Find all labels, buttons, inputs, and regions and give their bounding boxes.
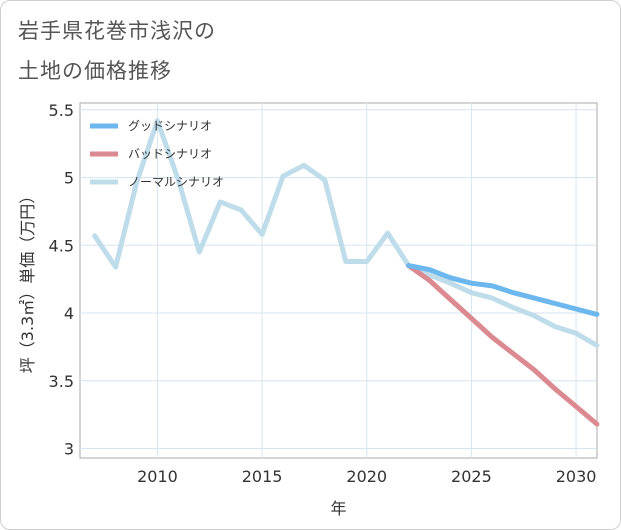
series-lines — [92, 118, 600, 427]
chart-title-line-2: 土地の価格推移 — [18, 59, 172, 83]
series-line-3 — [92, 118, 600, 348]
x-axis-title: 年 — [330, 499, 346, 518]
x-tick-label: 2025 — [451, 467, 492, 486]
y-tick-label: 5.5 — [49, 101, 74, 120]
y-tick-label: 5 — [64, 169, 74, 188]
x-tick-label: 2030 — [556, 467, 597, 486]
y-tick-label: 3.5 — [49, 372, 74, 391]
axis-ticks: 2010 2015 2020 2025 2030 3 3.5 4 4.5 5 5.5 — [49, 101, 597, 486]
legend-label: ノーマルシナリオ — [128, 175, 224, 189]
y-axis-title: 坪（3.3㎡）単価（万円） — [18, 188, 37, 373]
x-tick-label: 2010 — [137, 467, 178, 486]
legend-label: グッドシナリオ — [128, 119, 212, 133]
y-tick-label: 4 — [64, 304, 74, 323]
series-line-2 — [406, 263, 600, 427]
x-tick-label: 2015 — [242, 467, 283, 486]
plot-area — [79, 102, 598, 459]
legend-label: バッドシナリオ — [128, 147, 212, 161]
y-tick-label: 4.5 — [49, 236, 74, 255]
y-tick-label: 3 — [64, 440, 74, 459]
chart-title-line-1: 岩手県花巻市浅沢の — [18, 19, 216, 43]
grid — [80, 103, 597, 458]
x-tick-label: 2020 — [346, 467, 387, 486]
series-line-1 — [406, 263, 600, 317]
